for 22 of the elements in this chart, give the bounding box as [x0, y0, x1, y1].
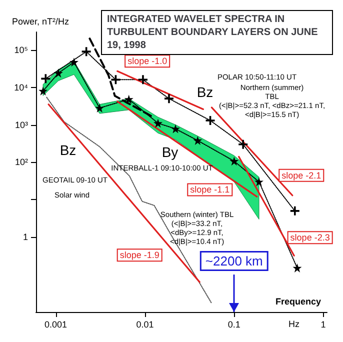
y-tick-label: 1	[22, 232, 28, 242]
x-tick-label: 0.01	[136, 320, 154, 330]
y-tick-label: 10²	[14, 157, 28, 168]
series-label: slope -1.9	[120, 250, 160, 260]
annotation: Bz	[196, 84, 214, 100]
y-tick-label: 10⁵	[14, 44, 28, 55]
series-label: slope -2.3	[290, 232, 330, 243]
series-label: slope -2.1	[282, 170, 322, 180]
text: Hz	[288, 319, 300, 329]
y-tick-label: 10³	[14, 120, 28, 130]
annotation: By	[162, 144, 178, 160]
x-axis-title: Frequency	[275, 296, 321, 306]
x-tick-label: 0.1	[228, 320, 240, 330]
annotation: Bz	[60, 142, 76, 158]
ref-line-label: ~2200 km	[205, 254, 263, 269]
series-label: slope -1.1	[190, 184, 230, 195]
x-tick-label: 1	[320, 320, 326, 330]
y-axis-title: Power, nT²/Hz	[12, 16, 70, 26]
y-tick-label: 10⁴	[14, 82, 28, 92]
chart-title: INTEGRATED WAVELET SPECTRA IN TURBULENT BOUNDARY LAYERS ON JUNE 19, 1998	[107, 14, 321, 51]
x-tick-label: 0.001	[44, 320, 68, 330]
series-label: slope -1.0	[128, 56, 168, 66]
